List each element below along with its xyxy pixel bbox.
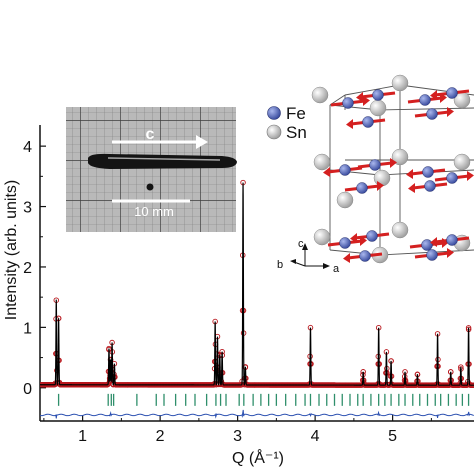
magnetic-moment-arrowhead xyxy=(430,90,437,100)
fesn-crystal-structure xyxy=(311,74,474,264)
c-axis-arrowhead xyxy=(196,135,208,149)
magnetic-moment-arrowhead xyxy=(356,92,363,102)
crystal-needle xyxy=(88,153,237,169)
fe-atom xyxy=(342,97,354,109)
magnetic-moment-arrowhead xyxy=(363,96,370,106)
sn-atom xyxy=(311,86,329,104)
magnetic-moment-arrowhead xyxy=(350,233,357,243)
sn-atom xyxy=(336,191,354,209)
axis-b-label: b xyxy=(277,259,283,271)
fe-atom xyxy=(446,87,458,99)
difference-line xyxy=(40,409,474,419)
fe-atom xyxy=(372,89,384,101)
sn-atom xyxy=(453,153,471,171)
sn-atom xyxy=(391,221,409,239)
y-tick-label: 0 xyxy=(23,381,32,398)
difference-curve xyxy=(40,409,474,419)
sn-legend-icon xyxy=(266,124,282,140)
fe-atom xyxy=(446,234,458,246)
photo-major-grid xyxy=(66,107,236,232)
fe-atom xyxy=(426,108,438,120)
crystal-fragment xyxy=(146,183,154,191)
cell-edge xyxy=(379,107,474,111)
y-ticks: 0 1 2 3 4 xyxy=(23,139,46,398)
sn-legend-label: Sn xyxy=(286,123,307,142)
magnetic-moment-arrowhead xyxy=(346,119,353,129)
y-tick-label: 1 xyxy=(23,320,32,337)
magnetic-moment-arrowhead xyxy=(430,237,437,247)
magnetic-moment-arrowhead xyxy=(447,248,454,258)
magnetic-moment-arrowhead xyxy=(343,253,350,263)
fe-atom xyxy=(362,116,374,128)
x-axis-title: Q (Å⁻¹) xyxy=(232,448,284,467)
fe-atom xyxy=(446,172,458,184)
x-tick-label: 2 xyxy=(156,428,165,445)
magnetic-moment-arrowhead xyxy=(406,169,413,179)
y-tick-label: 2 xyxy=(23,260,32,277)
x-tick-label: 5 xyxy=(388,428,397,445)
crystal-photo-inset: c 10 mm xyxy=(66,107,237,232)
magnetic-moment-arrowhead xyxy=(377,181,384,191)
scale-bar-label: 10 mm xyxy=(134,204,174,219)
fe-atom xyxy=(419,94,431,106)
fe-atom xyxy=(426,249,438,261)
fe-atom xyxy=(422,166,434,178)
fe-atom xyxy=(359,250,371,262)
calculated-fit-series xyxy=(40,182,474,386)
fe-atom xyxy=(369,159,381,171)
structure-legend: Fe Sn xyxy=(266,104,307,142)
fe-legend-icon xyxy=(267,106,281,120)
magnetic-moment-arrowhead xyxy=(447,107,454,117)
magnetic-moment-arrowhead xyxy=(390,158,397,168)
magnetic-moment-arrowhead xyxy=(408,183,415,193)
y-tick-label: 4 xyxy=(23,139,32,156)
photo-c-label: c xyxy=(146,126,155,143)
fe-atom xyxy=(339,237,351,249)
x-tick-label: 3 xyxy=(233,428,242,445)
fe-atom xyxy=(356,182,368,194)
y-axis-title: Intensity (arb. units) xyxy=(3,180,20,321)
x-tick-label: 4 xyxy=(311,428,320,445)
calculated-curve xyxy=(40,182,474,386)
bragg-tick-series xyxy=(57,393,470,406)
sn-atom xyxy=(391,74,409,92)
crystal-highlight xyxy=(107,157,221,161)
x-tick-label: 1 xyxy=(78,428,87,445)
fe-atom xyxy=(339,164,351,176)
sn-atom xyxy=(373,169,391,187)
magnetic-moment-arrowhead xyxy=(467,171,474,181)
x-ticks: 1 2 3 4 5 xyxy=(43,415,432,445)
fe-atom xyxy=(366,230,378,242)
sn-atom xyxy=(313,228,331,246)
y-tick-label: 3 xyxy=(23,200,32,217)
sn-atom xyxy=(313,153,331,171)
axis-a-label: a xyxy=(333,263,340,275)
axis-c-label: c xyxy=(298,238,304,250)
sn-atom xyxy=(391,148,409,166)
fe-legend-label: Fe xyxy=(286,104,306,123)
cell-edge xyxy=(344,84,401,96)
fe-atom xyxy=(421,239,433,251)
crystal-axes-indicator: c b a xyxy=(277,238,340,275)
sn-atom xyxy=(369,99,387,117)
magnetic-moment-arrowhead xyxy=(323,167,330,177)
fe-atom xyxy=(424,180,436,192)
